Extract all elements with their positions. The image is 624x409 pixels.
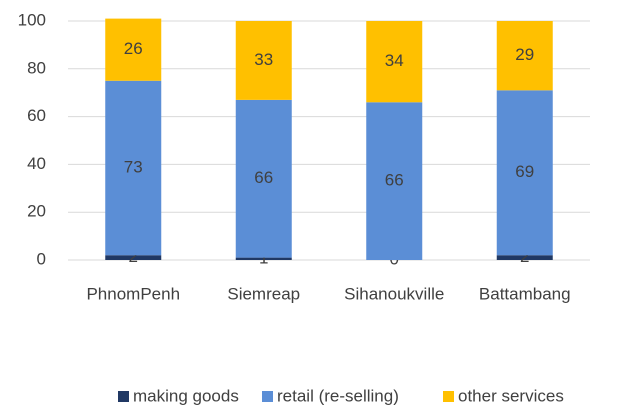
y-tick-label: 20 [27, 202, 46, 221]
y-tick-label: 0 [37, 249, 46, 268]
bar-segment [235, 21, 292, 100]
legend-swatch [118, 391, 129, 402]
data-label: 33 [254, 50, 273, 69]
data-label: 66 [254, 168, 273, 187]
bar-segment [105, 80, 162, 256]
legend-label: other services [458, 386, 564, 405]
y-tick-label: 60 [27, 106, 46, 125]
bar-segment [496, 255, 553, 260]
x-tick-label: Battambang [479, 284, 571, 303]
y-tick-label: 100 [18, 10, 46, 29]
y-tick-label: 40 [27, 154, 46, 173]
bar-segment [235, 99, 292, 258]
data-label: 2 [129, 247, 138, 266]
bar-segment [105, 255, 162, 260]
data-label: 66 [385, 171, 404, 190]
data-label: 34 [385, 51, 404, 70]
y-tick-label: 80 [27, 58, 46, 77]
bar-segment [366, 102, 423, 260]
x-tick-label: PhnomPenh [86, 284, 180, 303]
data-label: 29 [515, 45, 534, 64]
bar-segment [366, 21, 423, 103]
bar-segment [496, 90, 553, 256]
data-label: 73 [124, 157, 143, 176]
x-tick-label: Sihanoukville [344, 284, 444, 303]
bar-segment [235, 257, 292, 260]
legend-swatch [262, 391, 273, 402]
bar-segment [105, 18, 162, 81]
x-tick-label: Siemreap [227, 284, 300, 303]
data-label: 1 [259, 248, 268, 267]
data-label: 26 [124, 39, 143, 58]
legend-label: making goods [133, 386, 239, 405]
legend-label: retail (re-selling) [277, 386, 399, 405]
legend-swatch [443, 391, 454, 402]
data-label: 69 [515, 162, 534, 181]
data-label: 2 [520, 247, 529, 266]
bar-segment [496, 21, 553, 91]
